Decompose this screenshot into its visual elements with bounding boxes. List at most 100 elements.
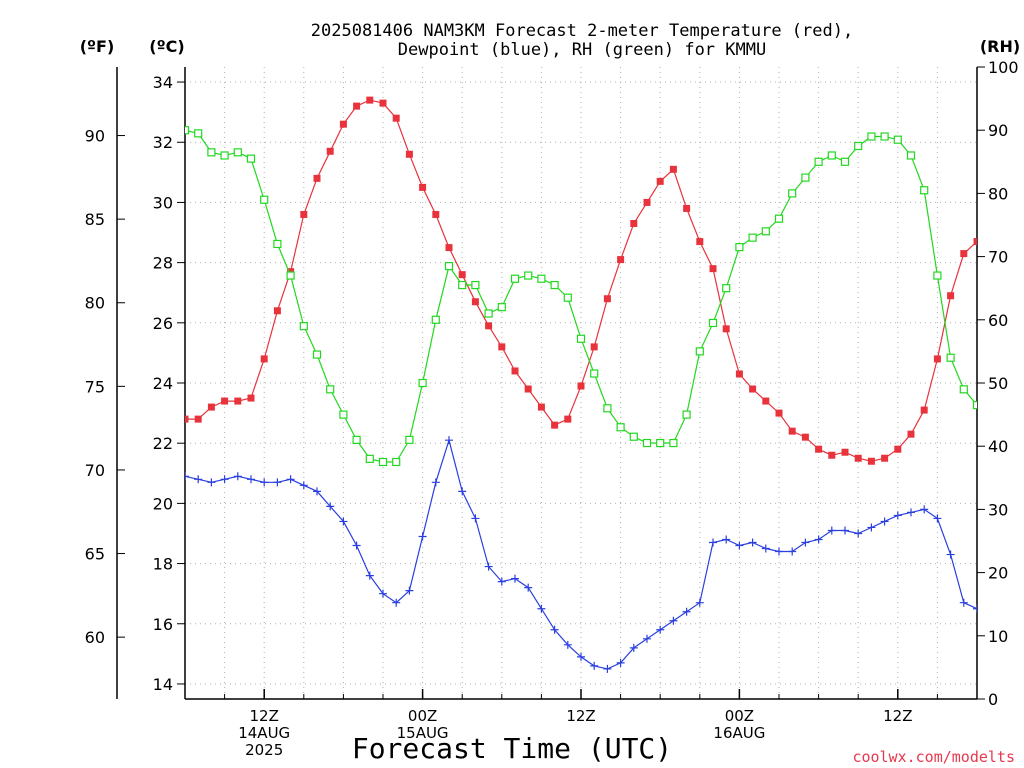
temperature-point xyxy=(207,403,215,411)
celsius-tick-label: 18 xyxy=(153,555,173,574)
rh-tick-label: 0 xyxy=(988,690,998,709)
dewpoint-point xyxy=(273,478,282,487)
temperature-point xyxy=(234,397,242,405)
rh-point xyxy=(774,214,784,223)
temperature-point xyxy=(603,295,611,303)
dewpoint-point xyxy=(365,571,374,580)
rh-point xyxy=(920,186,929,195)
rh-point xyxy=(576,334,586,343)
rh-point xyxy=(708,318,718,328)
rh-point xyxy=(299,322,308,331)
rh-point xyxy=(946,353,955,362)
rh-point xyxy=(550,280,559,290)
rh-point xyxy=(326,385,335,394)
dewpoint-point xyxy=(907,508,915,517)
celsius-tick-label: 20 xyxy=(153,494,173,513)
fahrenheit-tick-label: 85 xyxy=(85,210,105,229)
temperature-point xyxy=(273,307,281,315)
temperature-point xyxy=(445,244,453,252)
temperature-point xyxy=(630,219,638,227)
temperature-point xyxy=(894,445,902,453)
fahrenheit-tick-label: 90 xyxy=(85,127,105,146)
fahrenheit-tick-label: 75 xyxy=(85,377,105,396)
rh-tick-label: 60 xyxy=(988,311,1008,330)
temperature-point xyxy=(788,427,796,435)
dewpoint-point xyxy=(431,478,440,487)
temperature-point xyxy=(841,448,849,456)
temperature-point xyxy=(947,292,955,300)
rh-tick-label: 50 xyxy=(988,374,1008,393)
dewpoint-point xyxy=(352,541,361,550)
dewpoint-point xyxy=(959,598,968,607)
rh-point xyxy=(695,347,704,356)
dewpoint-point xyxy=(524,583,533,592)
temperature-point xyxy=(247,394,255,402)
temperature-point xyxy=(933,355,941,363)
celsius-tick-label: 16 xyxy=(153,615,173,634)
temperature-point xyxy=(775,409,783,417)
rh-point xyxy=(207,148,216,157)
x-tick-label: 16AUG xyxy=(713,724,765,742)
temperature-point xyxy=(511,367,519,375)
temperature-point xyxy=(881,454,889,462)
temperature-point xyxy=(801,433,809,441)
celsius-tick-label: 32 xyxy=(153,133,173,152)
rh-tick-label: 90 xyxy=(988,121,1008,140)
rh-point xyxy=(233,148,242,157)
dewpoint-point xyxy=(260,478,269,487)
dewpoint-point xyxy=(629,643,638,652)
temperature-point xyxy=(683,204,691,212)
dewpoint-point xyxy=(207,478,216,487)
temperature-point xyxy=(867,457,875,465)
rh-point xyxy=(761,227,770,236)
temperature-point xyxy=(498,343,506,351)
series-rh xyxy=(185,126,977,467)
temperature-point xyxy=(749,385,757,393)
rh-point xyxy=(563,293,572,302)
rh-point xyxy=(194,129,203,138)
x-tick-label: 00Z xyxy=(408,707,437,725)
dewpoint-point xyxy=(392,598,401,607)
fahrenheit-tick-label: 60 xyxy=(85,628,105,647)
temperature-point xyxy=(185,415,189,423)
celsius-tick-label: 22 xyxy=(153,434,173,453)
temperature-point xyxy=(577,382,585,390)
temperature-point xyxy=(564,415,572,423)
dewpoint-point xyxy=(920,505,929,514)
rh-point xyxy=(273,239,282,249)
rh-point xyxy=(220,151,229,160)
temperature-point xyxy=(973,238,977,246)
temperature-point xyxy=(300,210,308,218)
x-tick-label: 14AUG xyxy=(238,724,290,742)
dewpoint-point xyxy=(445,436,453,445)
temperature-point xyxy=(722,325,730,333)
rh-unit-label: (RH) xyxy=(980,37,1020,56)
rh-point xyxy=(431,315,440,324)
dewpoint-point xyxy=(827,526,836,535)
dewpoint-point xyxy=(418,532,427,541)
temperature-point xyxy=(194,415,202,423)
dewpoint-point xyxy=(669,616,678,625)
rh-tick-label: 70 xyxy=(988,248,1008,267)
celsius-tick-label: 24 xyxy=(153,374,173,393)
dewpoint-point xyxy=(511,574,519,583)
x-tick-label: 12Z xyxy=(250,707,279,725)
dewpoint-point xyxy=(748,538,757,547)
rh-point xyxy=(880,132,889,141)
rh-point xyxy=(642,438,652,448)
dewpoint-point xyxy=(286,475,295,484)
x-tick-label: 12Z xyxy=(566,707,595,725)
dewpoint-point xyxy=(590,661,599,670)
temperature-point xyxy=(313,174,321,182)
dewpoint-point xyxy=(761,544,770,553)
rh-point xyxy=(735,243,744,252)
temperature-point xyxy=(537,403,545,411)
fahrenheit-tick-label: 80 xyxy=(85,294,105,313)
dewpoint-point xyxy=(788,547,797,556)
temperature-point xyxy=(590,343,598,351)
celsius-tick-label: 14 xyxy=(153,675,173,694)
dewpoint-point xyxy=(643,634,651,643)
rh-point xyxy=(312,350,322,359)
